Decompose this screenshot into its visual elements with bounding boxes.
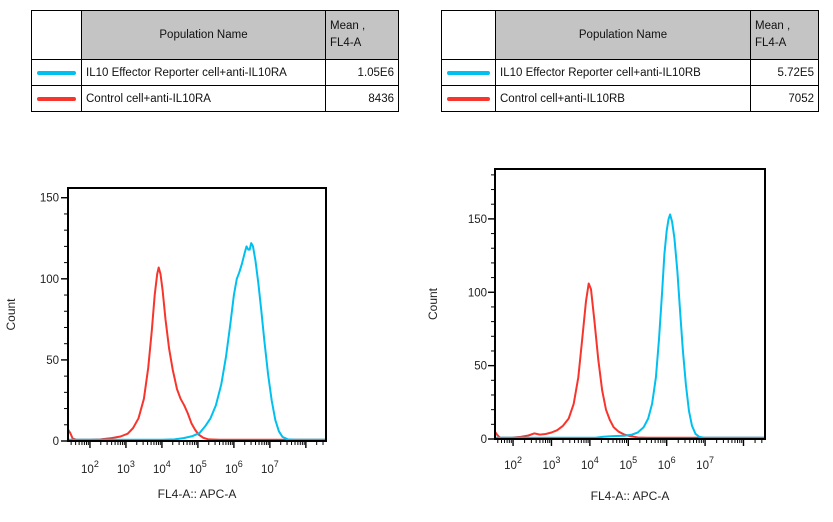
y-tick-label: 150 [468,214,487,226]
mean-fl4a-header: Mean , FL4-A [325,10,399,60]
swatch-column-header [31,10,82,60]
y-tick-label: 150 [40,193,59,205]
x-tick-label: 104 [581,455,599,472]
y-tick-label: 100 [40,274,59,286]
mean-header-line2: FL4-A [330,37,362,49]
mean-value-cell: 1.05E6 [325,59,399,86]
plot-border [494,168,766,440]
stats-table-il10rb: Population Name Mean , FL4-A IL10 Effect… [441,10,819,112]
table-row: IL10 Effector Reporter cell+anti-IL10RA … [31,59,399,86]
table-header-row: Population Name Mean , FL4-A [31,10,399,60]
x-tick-label: 106 [658,455,676,472]
x-tick-label: 103 [117,459,135,476]
population-name-header: Population Name [81,10,326,60]
series-color-swatch-red [37,96,76,101]
x-tick-label: 106 [225,459,243,476]
stats-table-il10ra: Population Name Mean , FL4-A IL10 Effect… [31,10,399,112]
mean-fl4a-header: Mean , FL4-A [750,10,819,60]
x-tick-label: 105 [619,455,637,472]
series-curve-reporter [494,213,766,439]
table-header-row: Population Name Mean , FL4-A [441,10,819,60]
population-cell: IL10 Effector Reporter cell+anti-IL10RB [495,59,751,86]
swatch-cell [31,85,82,112]
series-curve-control [494,282,766,439]
x-tick-label: 107 [696,455,714,472]
x-tick-label: 103 [543,455,561,472]
population-name-header: Population Name [495,10,751,60]
swatch-column-header [441,10,496,60]
x-tick-label: 104 [153,459,171,476]
x-axis-title: FL4-A:: APC-A [158,487,237,501]
mean-header-line1: Mean , [330,19,366,32]
population-cell: Control cell+anti-IL10RA [81,85,326,112]
mean-value-cell: 5.72E5 [750,59,819,86]
plot-border [67,187,327,442]
y-tick-label: 50 [46,355,59,367]
y-tick-label: 0 [481,434,487,446]
swatch-cell [31,59,82,86]
x-tick-label: 105 [189,459,207,476]
x-axis-title: FL4-A:: APC-A [591,489,670,503]
x-tick-label: 102 [81,459,99,476]
y-tick-label: 50 [474,361,487,373]
table-row: Control cell+anti-IL10RA 8436 [31,85,399,112]
table-row: IL10 Effector Reporter cell+anti-IL10RB … [441,59,819,86]
y-axis-title: Count [426,287,440,320]
series-color-swatch-cyan [447,70,490,75]
swatch-cell [441,59,496,86]
x-tick-label: 107 [261,459,279,476]
population-cell: Control cell+anti-IL10RB [495,85,751,112]
series-color-swatch-cyan [37,70,76,75]
mean-header-line1: Mean , [755,19,791,32]
series-curve-control [67,266,327,441]
y-axis-title: Count [4,298,18,331]
swatch-cell [441,85,496,112]
x-tick-label: 102 [504,455,522,472]
mean-header-line2: FL4-A [755,37,787,49]
series-color-swatch-red [447,96,490,101]
mean-value-cell: 7052 [750,85,819,112]
y-tick-label: 0 [53,436,59,448]
table-row: Control cell+anti-IL10RB 7052 [441,85,819,112]
series-curve-reporter [67,242,327,441]
y-tick-label: 100 [468,287,487,299]
population-cell: IL10 Effector Reporter cell+anti-IL10RA [81,59,326,86]
mean-value-cell: 8436 [325,85,399,112]
